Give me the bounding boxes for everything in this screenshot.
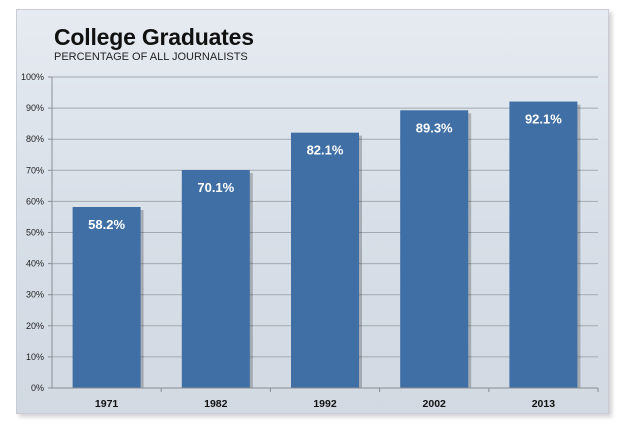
y-axis-ticks: 0% 10% 20% 30% 40% 50% 60% 70% 80% 90% 100% <box>21 72 52 393</box>
x-tick-label: 1982 <box>204 398 228 410</box>
bar-2013 <box>509 101 578 388</box>
data-label: 89.3% <box>416 120 453 135</box>
y-tick-label: 60% <box>26 196 44 206</box>
y-tick-label: 0% <box>31 383 44 393</box>
data-label: 82.1% <box>307 143 344 158</box>
y-tick-label: 10% <box>26 352 44 362</box>
y-tick-label: 80% <box>26 134 44 144</box>
x-axis-labels: 1971 1982 1992 2002 2013 <box>95 388 599 410</box>
x-tick-label: 2013 <box>532 398 556 410</box>
data-label: 58.2% <box>88 217 125 232</box>
y-tick-label: 50% <box>26 228 44 238</box>
bars: 58.2% 70.1% 82.1% 89.3% 92.1% <box>72 101 581 388</box>
y-tick-label: 70% <box>26 165 44 175</box>
y-tick-label: 100% <box>21 72 44 82</box>
y-tick-label: 40% <box>26 259 44 269</box>
y-tick-label: 20% <box>26 321 44 331</box>
data-label: 70.1% <box>197 180 234 195</box>
bar-1971 <box>72 206 141 388</box>
x-axis <box>51 77 598 389</box>
data-label: 92.1% <box>525 112 562 127</box>
x-tick-label: 1971 <box>95 398 119 410</box>
x-tick-label: 2002 <box>423 398 447 410</box>
bar-1982 <box>181 169 250 388</box>
y-tick-label: 90% <box>26 103 44 113</box>
bar-2002 <box>400 110 469 388</box>
chart-subtitle: PERCENTAGE OF ALL JOURNALISTS <box>54 51 248 63</box>
bar-1992 <box>291 132 359 388</box>
chart-title: College Graduates <box>54 24 254 50</box>
y-tick-label: 30% <box>26 290 44 300</box>
x-tick-label: 1992 <box>313 398 337 410</box>
